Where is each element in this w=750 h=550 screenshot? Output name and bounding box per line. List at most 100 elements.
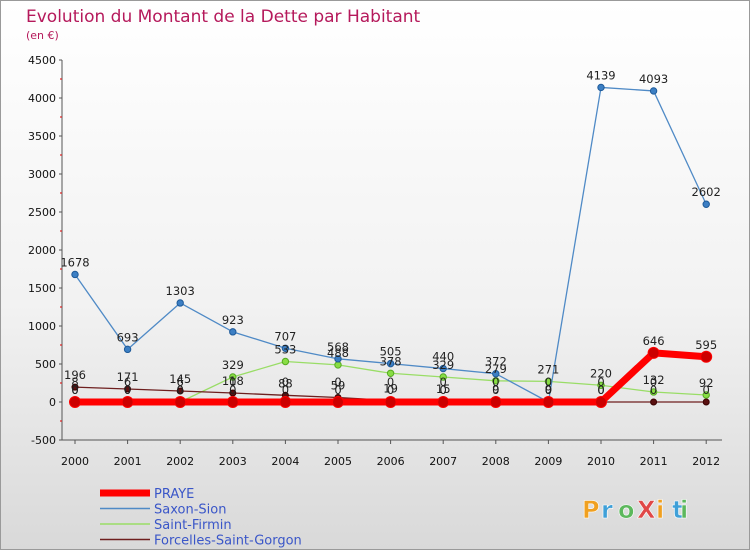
data-label: 92 [699,376,714,390]
data-point-saxon-sion [702,200,710,208]
data-label: 0 [703,383,710,397]
data-point-forcelles-saint-gorgon [71,383,79,391]
data-point-praye [542,396,555,408]
data-label: 923 [222,313,244,327]
data-label: 329 [222,358,244,372]
legend-label: PRAYE [154,487,194,502]
data-point-saxon-sion [229,328,237,336]
data-label: 378 [380,354,402,368]
data-label: 8 [71,375,78,389]
legend-label: Saxon-Sion [154,503,226,518]
data-point-praye [174,396,187,408]
x-tick-label: 2011 [640,455,668,468]
data-point-saxon-sion [492,370,500,378]
data-label: 196 [64,368,86,382]
data-point-praye [384,396,397,408]
data-label: 271 [537,362,559,376]
data-label: 0 [387,375,394,389]
data-label: 4093 [639,72,668,86]
data-label: 0 [124,383,131,397]
data-point-saxon-sion [176,299,184,307]
logo-letter: X [637,496,656,524]
data-label: 0 [597,375,604,389]
data-label: 220 [590,366,612,380]
data-label: 0 [334,383,341,397]
chart-subtitle: (en €) [26,29,59,42]
data-point-praye [226,396,239,408]
data-label: 0 [229,383,236,397]
data-label: 145 [169,372,191,386]
data-point-saxon-sion [386,359,395,368]
logo-letter: o [618,496,635,524]
data-label: 15 [436,382,451,396]
data-label: 0 [387,383,394,397]
y-tick-label: 1500 [28,282,56,295]
data-label: 0 [440,375,447,389]
data-label: 0 [492,375,499,389]
data-point-saxon-sion [439,364,447,373]
data-label: 0 [545,383,552,397]
y-tick-label: 3500 [28,130,56,143]
data-label: 568 [327,340,349,354]
x-tick-label: 2008 [482,455,510,468]
axes: -500050010001500200025003000350040004500… [28,54,722,468]
data-label: 1303 [166,284,195,298]
data-point-saint-firmin [386,369,395,377]
x-tick-label: 2005 [324,455,352,468]
data-label: 1678 [60,255,89,269]
data-point-praye [279,396,292,408]
data-point-saint-firmin [702,391,710,399]
data-label: 0 [282,375,289,389]
data-label: 646 [643,334,665,348]
data-label: 0 [71,383,78,397]
data-point-saxon-sion [123,345,132,354]
data-point-saxon-sion [334,355,342,363]
legend-label: Forcelles-Saint-Gorgon [154,534,302,549]
legend: PRAYESaxon-SionSaint-FirminForcelles-Sai… [100,487,302,549]
data-point-saxon-sion [649,87,658,95]
y-tick-label: 2000 [28,244,56,257]
data-point-praye [332,396,344,408]
data-label: 88 [278,376,293,390]
data-point-praye [437,396,450,408]
x-tick-label: 2012 [692,455,720,468]
y-tick-label: 0 [49,396,56,409]
data-label: 19 [383,382,398,396]
data-label: 372 [485,355,507,369]
data-label: 6 [124,375,131,389]
data-label: 132 [643,373,665,387]
data-point-saxon-sion [71,270,79,279]
data-label: 59 [331,379,346,393]
data-point-saint-firmin [492,377,500,385]
data-point-saint-firmin [334,361,342,369]
data-point-saxon-sion [597,83,605,92]
x-tick-label: 2001 [114,455,142,468]
data-point-praye [595,396,607,408]
x-tick-label: 2010 [587,455,615,468]
y-tick-label: 1000 [28,320,56,333]
data-label: 505 [380,345,402,359]
y-tick-label: 4000 [28,92,56,105]
x-tick-label: 2009 [534,455,562,468]
logo-letter: t [672,496,683,524]
data-point-forcelles-saint-gorgon [650,398,658,406]
data-label: 0 [650,383,657,397]
data-label: 279 [485,362,507,376]
data-label: 9 [545,382,552,396]
data-label: 440 [432,350,454,364]
data-point-praye [647,346,660,359]
data-label: 0 [545,375,552,389]
y-tick-label: -500 [31,434,56,447]
y-tick-label: 2500 [28,206,56,219]
legend-label: Saint-Firmin [154,518,232,533]
data-point-saxon-sion [281,344,290,352]
data-label: 488 [327,346,349,360]
x-tick-label: 2000 [61,455,89,468]
data-label: 0 [282,383,289,397]
data-label: 693 [117,330,139,344]
data-label: 0 [124,383,131,397]
